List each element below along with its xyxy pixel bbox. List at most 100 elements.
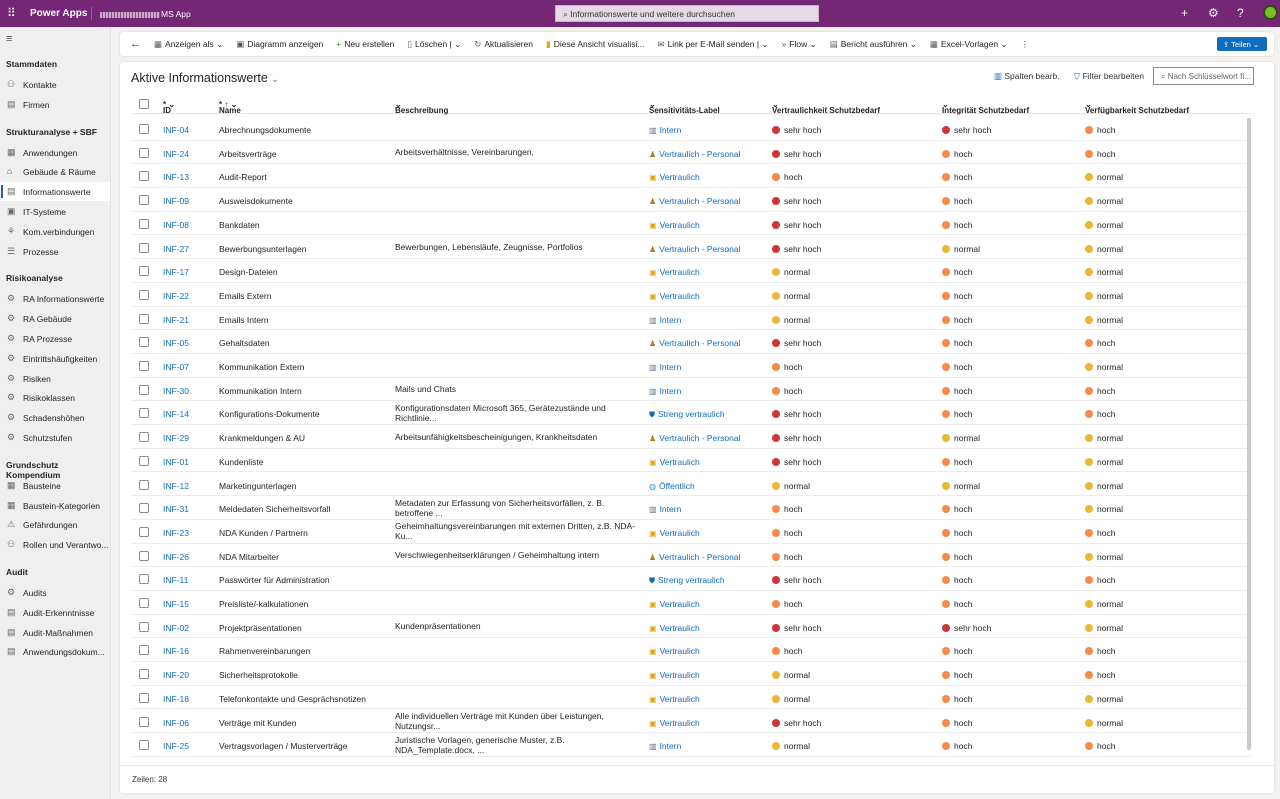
select-all-checkbox[interactable]	[139, 99, 149, 109]
excel-templates-button[interactable]: ▦ Excel-Vorlagen ⌄	[929, 38, 1008, 49]
show-as-button[interactable]: ▦ Anzeigen als ⌄	[154, 38, 224, 49]
sidebar-item[interactable]: ⚙ Schutzstufen	[0, 428, 110, 447]
table-row[interactable]: INF-09 Ausweisdokumente ♟ Vertraulich - Per…	[131, 188, 1251, 212]
sensitivity-label-link[interactable]: ▣ Vertraulich	[649, 718, 700, 728]
sensitivity-label-link[interactable]: ▣ Vertraulich	[649, 267, 700, 277]
record-id-link[interactable]: INF-17	[163, 267, 189, 278]
column-header-id[interactable]: ID * ⌄	[163, 100, 176, 115]
sensitivity-label-link[interactable]: ▥ Intern	[649, 362, 681, 372]
new-button[interactable]: + Neu erstellen	[336, 39, 394, 49]
column-header-name[interactable]: Name * ↑ ⌄	[219, 100, 241, 115]
row-checkbox[interactable]	[139, 384, 149, 395]
sidebar-item[interactable]: ▤ Audit-Erkenntnisse	[0, 603, 110, 622]
table-row[interactable]: INF-16 Rahmenvereinbarungen ▣ Vertraulich ho…	[131, 638, 1251, 663]
table-row[interactable]: INF-05 Gehaltsdaten ♟ Vertraulich - Persona…	[131, 330, 1251, 354]
sensitivity-label-link[interactable]: ▣ Vertraulich	[649, 646, 700, 656]
sensitivity-label-link[interactable]: ▣ Vertraulich	[649, 670, 700, 680]
row-checkbox[interactable]	[139, 171, 149, 182]
row-checkbox[interactable]	[139, 124, 149, 134]
sensitivity-label-link[interactable]: ♟ Vertraulich - Personal	[649, 552, 740, 562]
row-checkbox[interactable]	[139, 266, 149, 277]
row-checkbox[interactable]	[139, 147, 149, 158]
table-row[interactable]: INF-11 Passwörter für Administration ⛊ Stre…	[131, 567, 1251, 591]
record-id-link[interactable]: INF-29	[163, 433, 189, 444]
sidebar-item[interactable]: ⚙ RA Prozesse	[0, 329, 110, 348]
brand-name[interactable]: Power Apps	[30, 8, 88, 19]
gear-icon[interactable]: ⚙	[1208, 6, 1219, 20]
sidebar-item[interactable]: ▤ Audit-Maßnahmen	[0, 623, 110, 642]
sensitivity-label-link[interactable]: ♟ Vertraulich - Personal	[649, 338, 740, 348]
more-icon[interactable]: ⋮	[1020, 38, 1030, 49]
help-icon[interactable]: ?	[1237, 6, 1244, 20]
keyword-filter-input[interactable]: ⌕ Nach Schlüsselwort fi...	[1153, 67, 1254, 85]
table-row[interactable]: INF-17 Design-Dateien ▣ Vertraulich normal ho…	[131, 259, 1251, 283]
record-id-link[interactable]: INF-30	[163, 385, 189, 396]
record-id-link[interactable]: INF-31	[163, 504, 189, 515]
table-row[interactable]: INF-22 Emails Extern ▣ Vertraulich normal hoc…	[131, 283, 1251, 307]
record-id-link[interactable]: INF-02	[163, 622, 189, 633]
table-row[interactable]: INF-26 NDA Mitarbeiter Verschwiegenheitser…	[131, 544, 1251, 568]
table-row[interactable]: INF-13 Audit-Report ▣ Vertraulich hoch hoch no…	[131, 164, 1251, 189]
row-checkbox[interactable]	[139, 432, 149, 443]
table-row[interactable]: INF-08 Bankdaten ▣ Vertraulich sehr hoch hoch…	[131, 212, 1251, 236]
sensitivity-label-link[interactable]: ⛊ Streng vertraulich	[649, 575, 725, 586]
record-id-link[interactable]: INF-14	[163, 409, 189, 420]
run-report-button[interactable]: ▤ Bericht ausführen ⌄	[829, 38, 917, 49]
record-id-link[interactable]: INF-01	[163, 456, 189, 467]
column-header-integrity[interactable]: Integrität Schutzbedarf ⌄	[942, 100, 1030, 115]
row-checkbox[interactable]	[139, 692, 149, 703]
edit-filters-button[interactable]: ▽ Filter bearbeiten	[1074, 71, 1144, 82]
row-checkbox[interactable]	[139, 550, 149, 561]
record-id-link[interactable]: INF-04	[163, 125, 189, 135]
refresh-button[interactable]: ↻ Aktualisieren	[474, 39, 533, 50]
back-arrow-icon[interactable]: ←	[130, 38, 141, 50]
record-id-link[interactable]: INF-27	[163, 243, 189, 254]
sensitivity-label-link[interactable]: ◍ Öffentlich	[649, 481, 695, 491]
app-launcher-icon[interactable]: ⠿	[7, 6, 16, 20]
avatar[interactable]	[1263, 5, 1278, 20]
sidebar-item[interactable]: ⚘ Kom.verbindungen	[0, 222, 110, 241]
sidebar-item[interactable]: ⚙ Eintrittshäufigkeiten	[0, 349, 110, 368]
sidebar-item[interactable]: ▤ Anwendungsdokum...	[0, 642, 110, 661]
record-id-link[interactable]: INF-11	[163, 575, 189, 586]
email-link-button[interactable]: ✉ Link per E-Mail senden | ⌄	[657, 38, 769, 49]
sidebar-item[interactable]: ⌂ Gebäude & Räume	[0, 162, 110, 181]
flow-button[interactable]: » Flow ⌄	[781, 38, 817, 49]
sidebar-item[interactable]: ▣ IT-Systeme	[0, 202, 110, 221]
row-checkbox[interactable]	[139, 313, 149, 324]
record-id-link[interactable]: INF-16	[163, 646, 189, 657]
table-row[interactable]: INF-29 Krankmeldungen & AU Arbeitsunfähigk…	[131, 425, 1251, 449]
sidebar-item[interactable]: ⚇ Rollen und Verantwo...	[0, 535, 110, 554]
show-chart-button[interactable]: ▣ Diagramm anzeigen	[236, 39, 323, 50]
row-checkbox[interactable]	[139, 574, 149, 585]
column-header-availability[interactable]: Verfügbarkeit Schutzbedarf ⌄	[1085, 100, 1190, 115]
record-id-link[interactable]: INF-07	[163, 362, 189, 372]
record-id-link[interactable]: INF-09	[163, 196, 189, 207]
record-id-link[interactable]: INF-23	[163, 527, 189, 538]
global-search-input[interactable]: ⌕ Informationswerte und weitere durchsuc…	[555, 5, 819, 22]
sensitivity-label-link[interactable]: ♟ Vertraulich - Personal	[649, 149, 740, 159]
sidebar-item[interactable]: ⚠ Gefährdungen	[0, 515, 110, 534]
row-checkbox[interactable]	[139, 361, 149, 371]
table-row[interactable]: INF-07 Kommunikation Extern ▥ Intern hoch hoc…	[131, 354, 1251, 378]
row-checkbox[interactable]	[139, 716, 149, 727]
delete-button[interactable]: ▯ Löschen | ⌄	[407, 38, 462, 49]
record-id-link[interactable]: INF-21	[163, 314, 189, 325]
table-row[interactable]: INF-18 Telefonkontakte und Gesprächsnotiz…	[131, 686, 1251, 710]
column-header-sensitivity[interactable]: Sensitivitäts-Label ⌄	[649, 100, 720, 115]
sidebar-item[interactable]: ⚙ Risiken	[0, 369, 110, 388]
sensitivity-label-link[interactable]: ♟ Vertraulich - Personal	[649, 433, 740, 443]
sensitivity-label-link[interactable]: ▣ Vertraulich	[649, 528, 700, 538]
table-row[interactable]: INF-12 Marketingunterlagen ◍ Öffentlich norm…	[131, 473, 1251, 497]
record-id-link[interactable]: INF-15	[163, 599, 189, 609]
row-checkbox[interactable]	[139, 503, 149, 514]
sensitivity-label-link[interactable]: ♟ Vertraulich - Personal	[649, 244, 740, 254]
row-checkbox[interactable]	[139, 408, 149, 419]
table-row[interactable]: INF-14 Konfigurations-Dokumente Konfigurat…	[131, 401, 1251, 426]
column-header-confidentiality[interactable]: Vertraulichkeit Schutzbedarf ⌄	[772, 100, 881, 115]
edit-columns-button[interactable]: ▥ Spalten bearb.	[994, 71, 1060, 82]
row-checkbox[interactable]	[139, 455, 149, 466]
table-row[interactable]: INF-30 Kommunikation Intern Mails und Chat…	[131, 378, 1251, 402]
table-row[interactable]: INF-20 Sicherheitsprotokolle ▣ Vertraulich n…	[131, 662, 1251, 686]
table-row[interactable]: INF-06 Verträge mit Kunden Alle individuel…	[131, 710, 1251, 734]
